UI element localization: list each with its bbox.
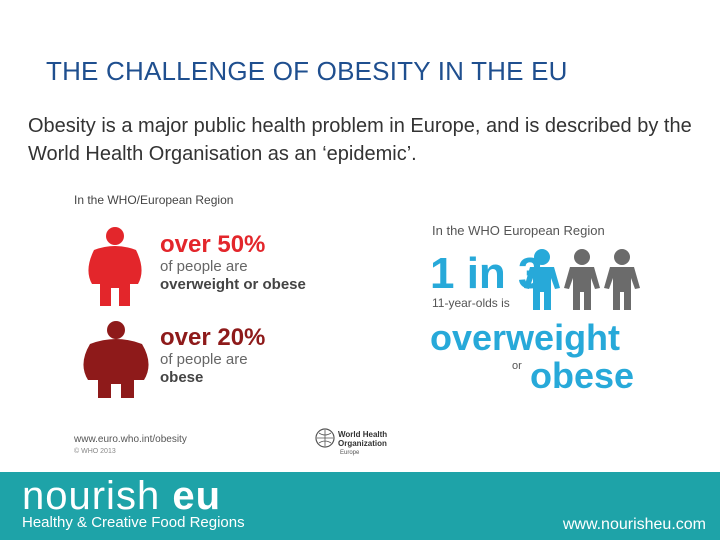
who-emblem-icon <box>315 428 335 448</box>
stat-obese-line2: obese <box>160 369 204 386</box>
stat-obese-value: over 20% <box>160 324 266 351</box>
brand-tagline: Healthy & Creative Food Regions <box>22 514 245 531</box>
children-group-icon <box>524 249 640 310</box>
website-link[interactable]: www.nourisheu.com <box>562 516 706 533</box>
who-url: www.euro.who.int/obesity <box>74 434 187 445</box>
age-group-text: 11-year-olds is <box>432 296 510 310</box>
stat-overweight-value: over 50% <box>160 231 266 258</box>
stat-overweight: over 50% of people are overweight or obe… <box>160 232 306 294</box>
or-word: or <box>512 360 522 372</box>
slide-title: THE CHALLENGE OF OBESITY IN THE EU <box>46 56 568 86</box>
who-copyright: © WHO 2013 <box>74 448 116 455</box>
obese-word: obese <box>530 355 635 396</box>
left-region-label: In the WHO/European Region <box>74 193 234 207</box>
who-logo-line3: Europe <box>340 450 360 456</box>
brand-logo: nourish eu <box>22 476 221 516</box>
who-logo-text: World Health Organization <box>338 430 387 448</box>
stat-overweight-line2: overweight or obese <box>160 276 306 293</box>
stat-obese: over 20% of people are obese <box>160 325 265 387</box>
overweight-person-icon <box>88 227 142 306</box>
intro-paragraph: Obesity is a major public health problem… <box>28 115 692 165</box>
stat-overweight-line1: of people are <box>160 258 248 275</box>
overweight-word: overweight <box>430 317 621 358</box>
who-logo-line1: World Health <box>338 430 388 439</box>
who-logo-line2: Organization <box>338 439 387 448</box>
stat-obese-line1: of people are <box>160 351 248 368</box>
brand-part1: nourish <box>22 474 161 518</box>
obese-person-icon <box>83 321 149 398</box>
right-region-label: In the WHO European Region <box>432 223 605 238</box>
ratio-text: 1 in 3 <box>430 249 543 298</box>
footer-banner <box>0 472 720 540</box>
brand-part2: eu <box>172 474 222 518</box>
